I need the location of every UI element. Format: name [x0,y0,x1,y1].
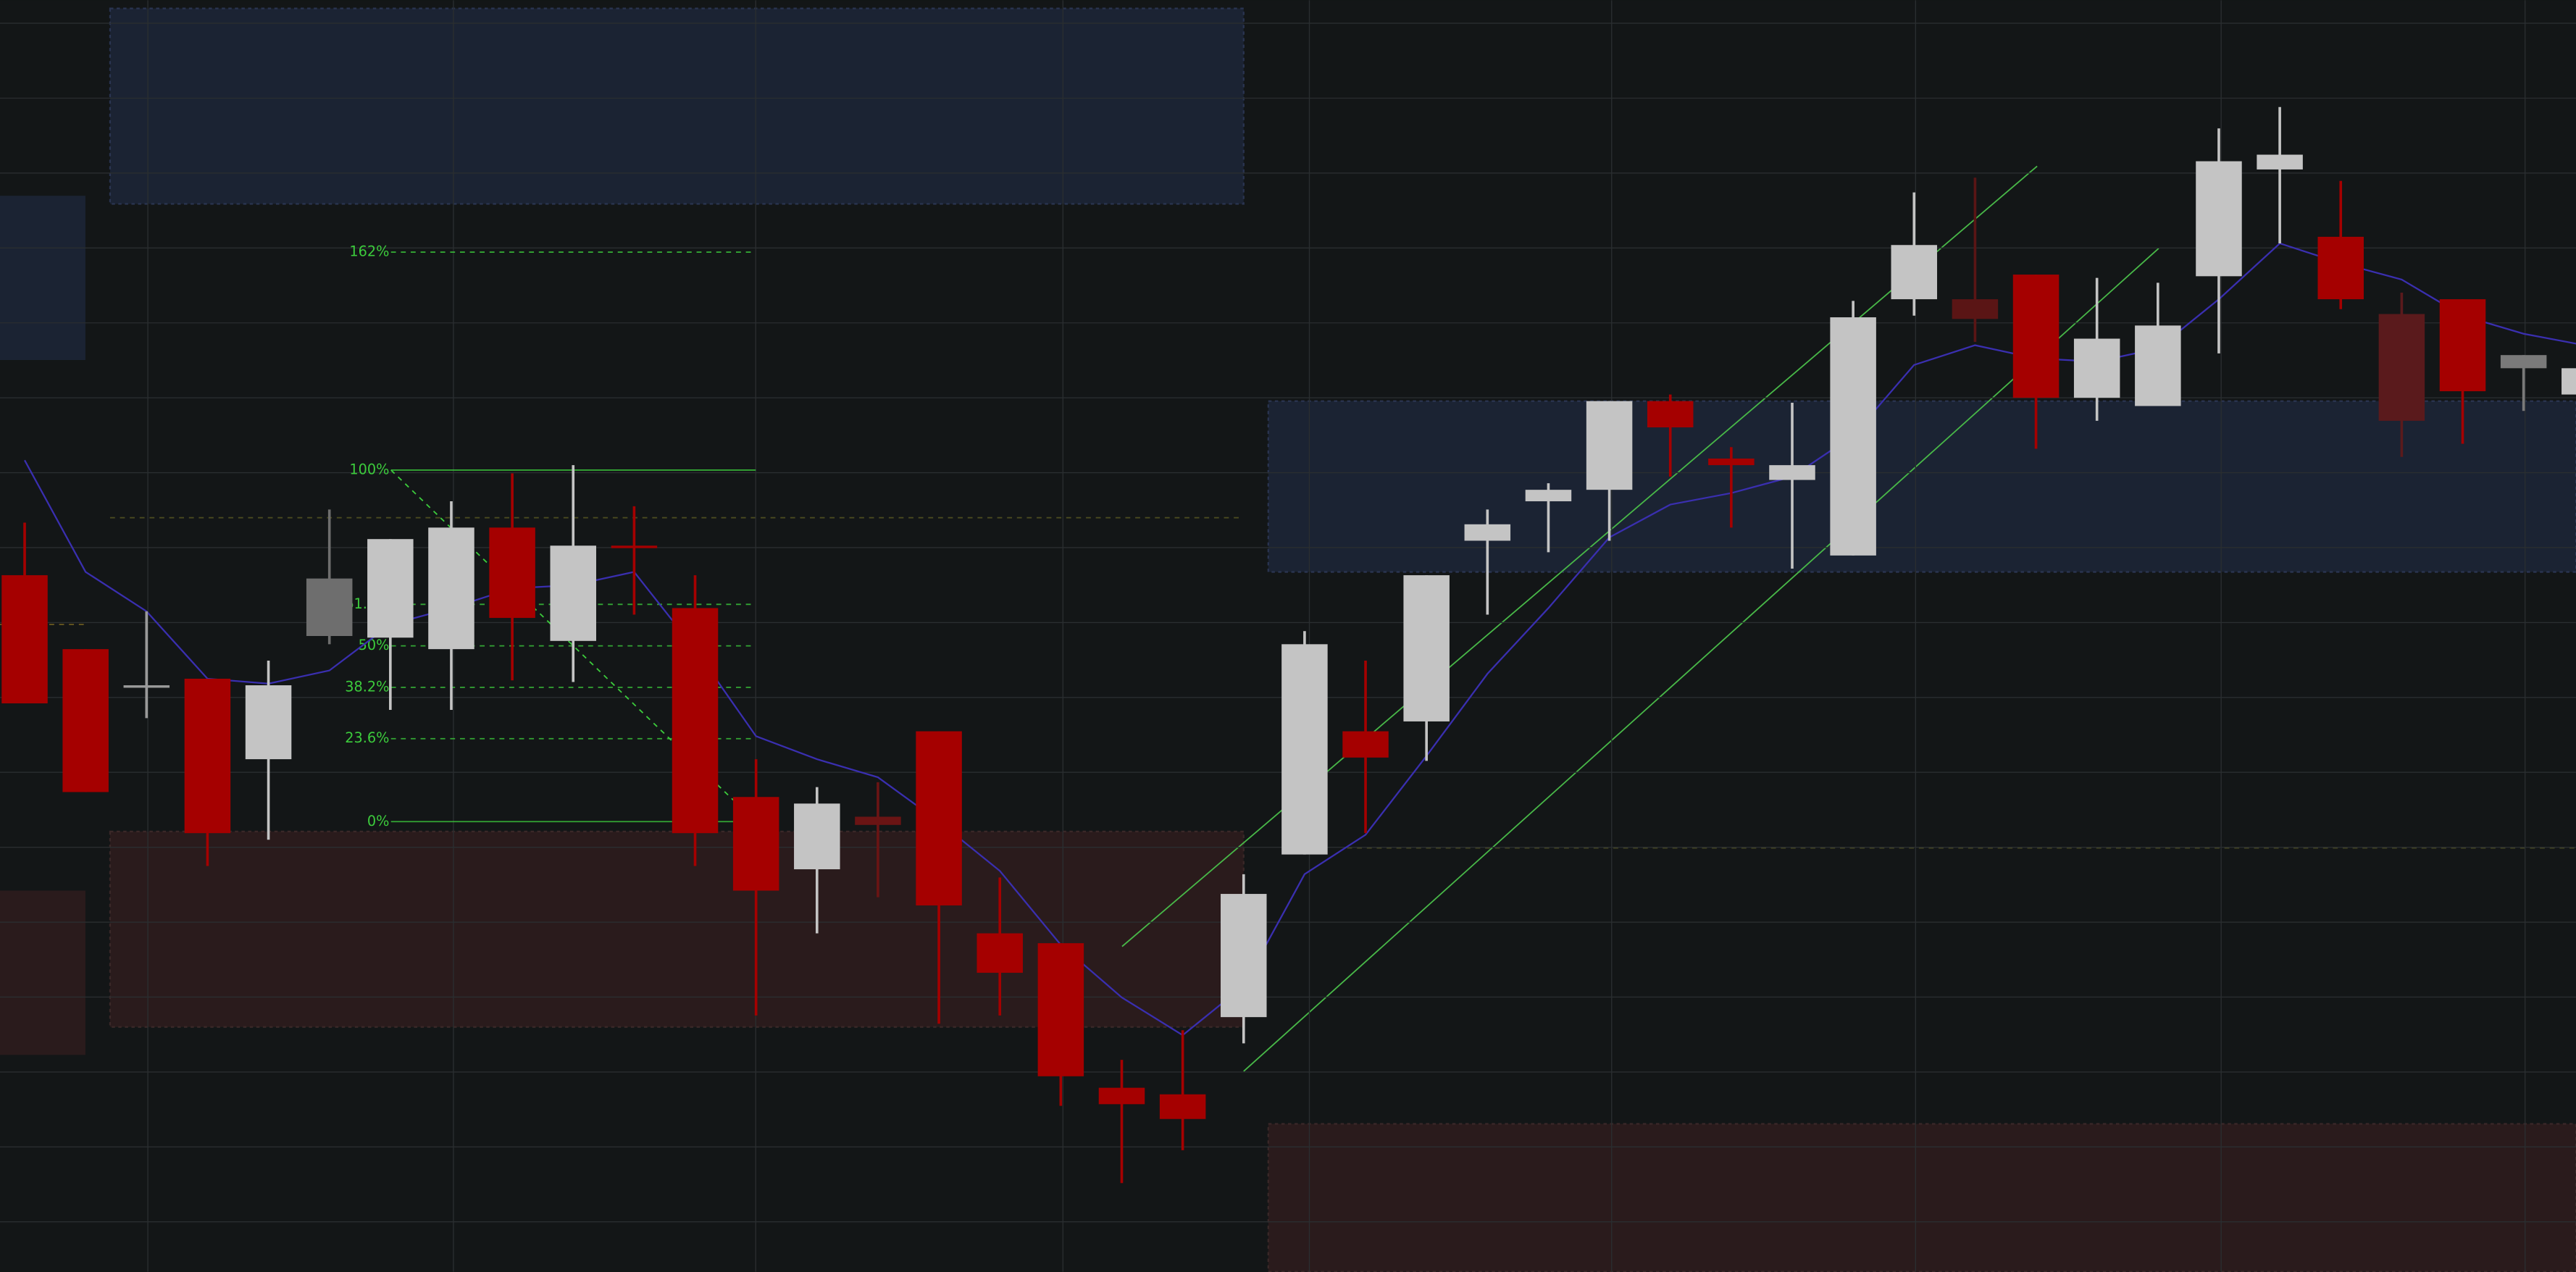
candle-body [1525,490,1572,502]
candle-body [1647,401,1694,427]
fib-label: 100% [349,461,389,477]
candle-body [245,685,292,760]
candle-body [2562,368,2576,395]
candle-body [1708,459,1755,466]
candle-body [2378,314,2425,421]
candle-body [1281,644,1328,855]
fib-label: 38.2% [345,678,389,695]
supply-zone [1267,400,2576,573]
candle-body [489,527,535,619]
fib-label: 0% [367,813,390,829]
candle-body [1891,245,1938,300]
candle-body [428,527,474,650]
candle-body [1769,465,1815,480]
candle-body [2196,161,2242,277]
candle-body [732,797,779,891]
demand-zone [1267,1123,2576,1272]
fib-label: 50% [359,637,390,653]
fib-label: 23.6% [345,729,389,746]
candle-body [2500,355,2547,369]
candle-body [550,545,597,641]
candle-body [1952,299,1999,319]
candle-body [2135,325,2181,406]
trend-line [1121,165,2038,947]
supply-zone [0,196,85,360]
trend-line [1243,248,2159,1072]
candle-body [1464,524,1511,541]
candle-body [1221,894,1267,1018]
candle-body [1342,731,1389,758]
candle-body [1159,1094,1206,1119]
candle-body [2073,338,2120,398]
candle-body [123,685,170,688]
candle-body [1,575,48,703]
candle-body [62,649,109,792]
candle-body [672,608,719,834]
supply-zone [109,7,1245,205]
candle-body [1037,943,1084,1076]
candle-body [2257,154,2303,170]
candle-body [855,816,901,825]
candle-body [977,933,1023,973]
candle-body [2012,275,2059,398]
candle-body [611,545,658,548]
demand-zone [0,890,85,1055]
candle-body [1403,575,1450,721]
candle-body [184,678,231,834]
candle-body [1098,1087,1145,1105]
candle-body [1586,401,1633,490]
candle-body [794,803,840,870]
candle-body [367,539,414,638]
candle-body [1830,317,1876,556]
candle-body [2439,299,2486,392]
candle-body [2317,236,2364,300]
candle-body [306,578,353,636]
fib-label: 162% [349,243,389,260]
candle-body [916,731,962,905]
